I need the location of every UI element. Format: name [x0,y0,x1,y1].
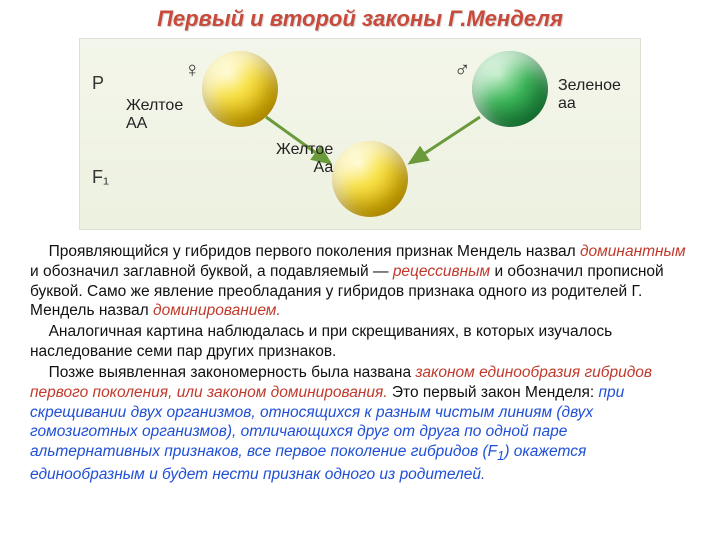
offspring-sphere [332,141,408,217]
term-domination: доминированием. [153,302,281,319]
term-recessive: рецессивным [393,263,490,280]
offspring-label-top: Желтое [276,141,333,158]
paragraph-3: Позже выявленная закономерность была наз… [30,363,690,485]
mendel-diagram: P F₁ ♀ Желтое АА ♂ Зеленое аа Желтое Аа [79,38,641,230]
offspring-label-bottom: Аа [313,159,333,176]
page-title: Первый и второй законы Г.Менделя [0,0,720,32]
paragraph-1: Проявляющийся у гибридов первого поколен… [30,242,690,321]
paragraph-2: Аналогичная картина наблюдалась и при ск… [30,322,690,362]
p1-t2: и обозначил заглавной буквой, а подавляе… [30,263,393,280]
term-dominant: доминантным [580,243,686,260]
offspring-label: Желтое Аа [276,141,333,178]
p3-t2: Это первый закон Менделя: [388,384,599,401]
p3-t1: Позже выявленная закономерность была наз… [49,364,416,381]
p1-t1: Проявляющийся у гибридов первого поколен… [49,243,580,260]
body-text: Проявляющийся у гибридов первого поколен… [0,230,720,485]
